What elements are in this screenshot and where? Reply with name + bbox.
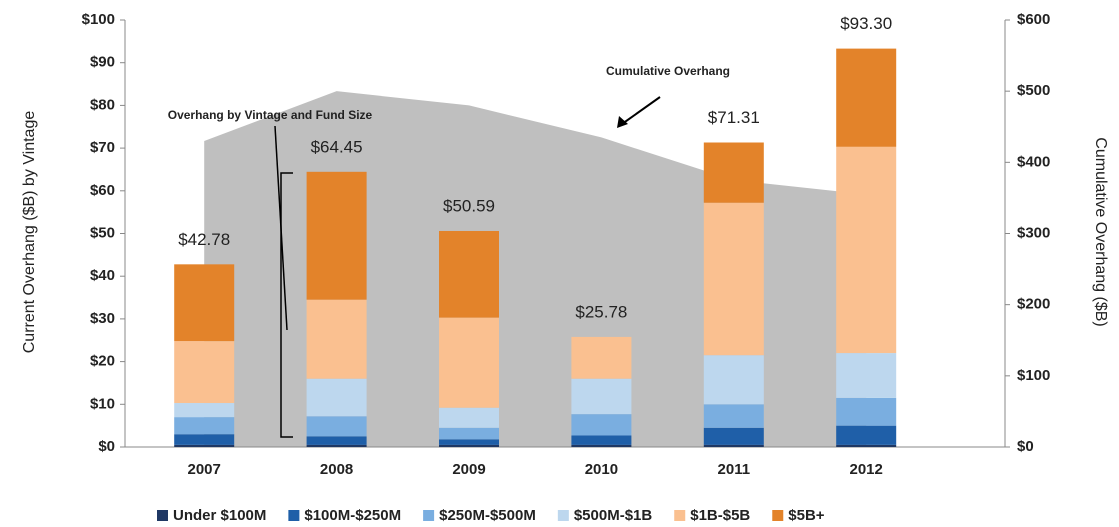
bar-segment xyxy=(836,353,897,398)
y-tick-label: $40 xyxy=(90,267,115,284)
total-label: $71.31 xyxy=(708,108,760,127)
legend-label: $1B-$5B xyxy=(690,507,750,524)
x-tick-label: 2012 xyxy=(850,461,883,478)
bar-segment xyxy=(836,444,897,447)
bar-segment xyxy=(174,403,235,418)
bar-segment xyxy=(836,397,897,426)
total-label: $42.78 xyxy=(178,230,230,249)
legend-swatch xyxy=(557,510,569,521)
bar-segment xyxy=(439,317,499,408)
bar-segment xyxy=(703,444,764,447)
bar-segment xyxy=(703,202,764,356)
bar-segment xyxy=(571,444,632,447)
y2-tick-label: $0 xyxy=(1017,438,1034,455)
total-label: $93.30 xyxy=(840,14,892,33)
area-annotation: Cumulative Overhang xyxy=(606,64,730,78)
x-tick-label: 2007 xyxy=(188,461,221,478)
bar-segment xyxy=(703,427,764,445)
y-tick-label: $10 xyxy=(90,395,115,412)
y2-tick-label: $600 xyxy=(1017,11,1050,28)
bar-segment xyxy=(306,299,367,379)
x-tick-label: 2010 xyxy=(585,461,618,478)
y-tick-label: $50 xyxy=(90,224,115,241)
bar-segment xyxy=(306,444,367,447)
x-tick-label: 2009 xyxy=(452,461,485,478)
bar-segment xyxy=(571,414,632,436)
bar-segment xyxy=(836,146,897,354)
y-tick-label: $70 xyxy=(90,139,115,156)
bar-segment xyxy=(306,378,367,417)
y-tick-label: $90 xyxy=(90,54,115,71)
bracket-annotation: Overhang by Vintage and Fund Size xyxy=(168,108,373,122)
bar-segment xyxy=(571,378,632,415)
bar-segment xyxy=(439,439,499,445)
x-tick-label: 2011 xyxy=(718,461,751,478)
bar-segment xyxy=(439,444,499,447)
bar-segment xyxy=(439,407,499,428)
bar-segment xyxy=(174,444,235,447)
legend-label: $5B+ xyxy=(788,507,825,524)
legend-swatch xyxy=(288,510,300,521)
total-label: $64.45 xyxy=(311,137,363,156)
bar-segment xyxy=(439,230,499,318)
bar-segment xyxy=(174,264,235,342)
bar-segment xyxy=(174,417,235,435)
total-label: $50.59 xyxy=(443,196,495,215)
bar-segment xyxy=(571,435,632,445)
y-tick-label: $60 xyxy=(90,182,115,199)
y-tick-label: $0 xyxy=(98,438,115,455)
y2-tick-label: $300 xyxy=(1017,224,1050,241)
legend-label: $100M-$250M xyxy=(304,507,401,524)
bar-segment xyxy=(703,355,764,405)
y-tick-label: $20 xyxy=(90,353,115,370)
legend-swatch xyxy=(423,510,435,521)
total-label: $25.78 xyxy=(575,302,627,321)
legend-swatch xyxy=(157,510,168,521)
legend-label: $500M-$1B xyxy=(574,507,653,524)
legend-label: Under $100M xyxy=(173,507,266,524)
bracket xyxy=(280,172,293,438)
y-tick-label: $30 xyxy=(90,310,115,327)
bar-segment xyxy=(703,404,764,428)
bar-segment xyxy=(306,171,367,300)
y2-tick-label: $400 xyxy=(1017,153,1050,170)
y-tick-label: $100 xyxy=(82,11,115,28)
y-axis-label: Current Overhang ($B) by Vintage xyxy=(21,111,38,354)
y2-tick-label: $500 xyxy=(1017,82,1050,99)
bar-segment xyxy=(174,434,235,445)
bar-segment xyxy=(836,48,897,147)
y2-axis-label: Cumulative Overhang ($B) xyxy=(1092,137,1109,326)
legend-swatch xyxy=(674,510,686,521)
bar-segment xyxy=(306,436,367,445)
y-tick-label: $80 xyxy=(90,96,115,113)
bar-segment xyxy=(439,427,499,440)
bar-segment xyxy=(174,341,235,404)
bar-segment xyxy=(306,416,367,437)
y2-tick-label: $200 xyxy=(1017,296,1050,313)
bar-segment xyxy=(571,336,632,379)
annotation-arrow xyxy=(621,96,661,125)
area xyxy=(204,91,867,448)
arrow-head xyxy=(617,116,628,128)
legend-swatch xyxy=(772,510,784,521)
bar-segment xyxy=(703,142,764,203)
legend-label: $250M-$500M xyxy=(439,507,536,524)
bar-segment xyxy=(836,425,897,445)
x-tick-label: 2008 xyxy=(320,461,353,478)
y2-tick-label: $100 xyxy=(1017,367,1050,384)
